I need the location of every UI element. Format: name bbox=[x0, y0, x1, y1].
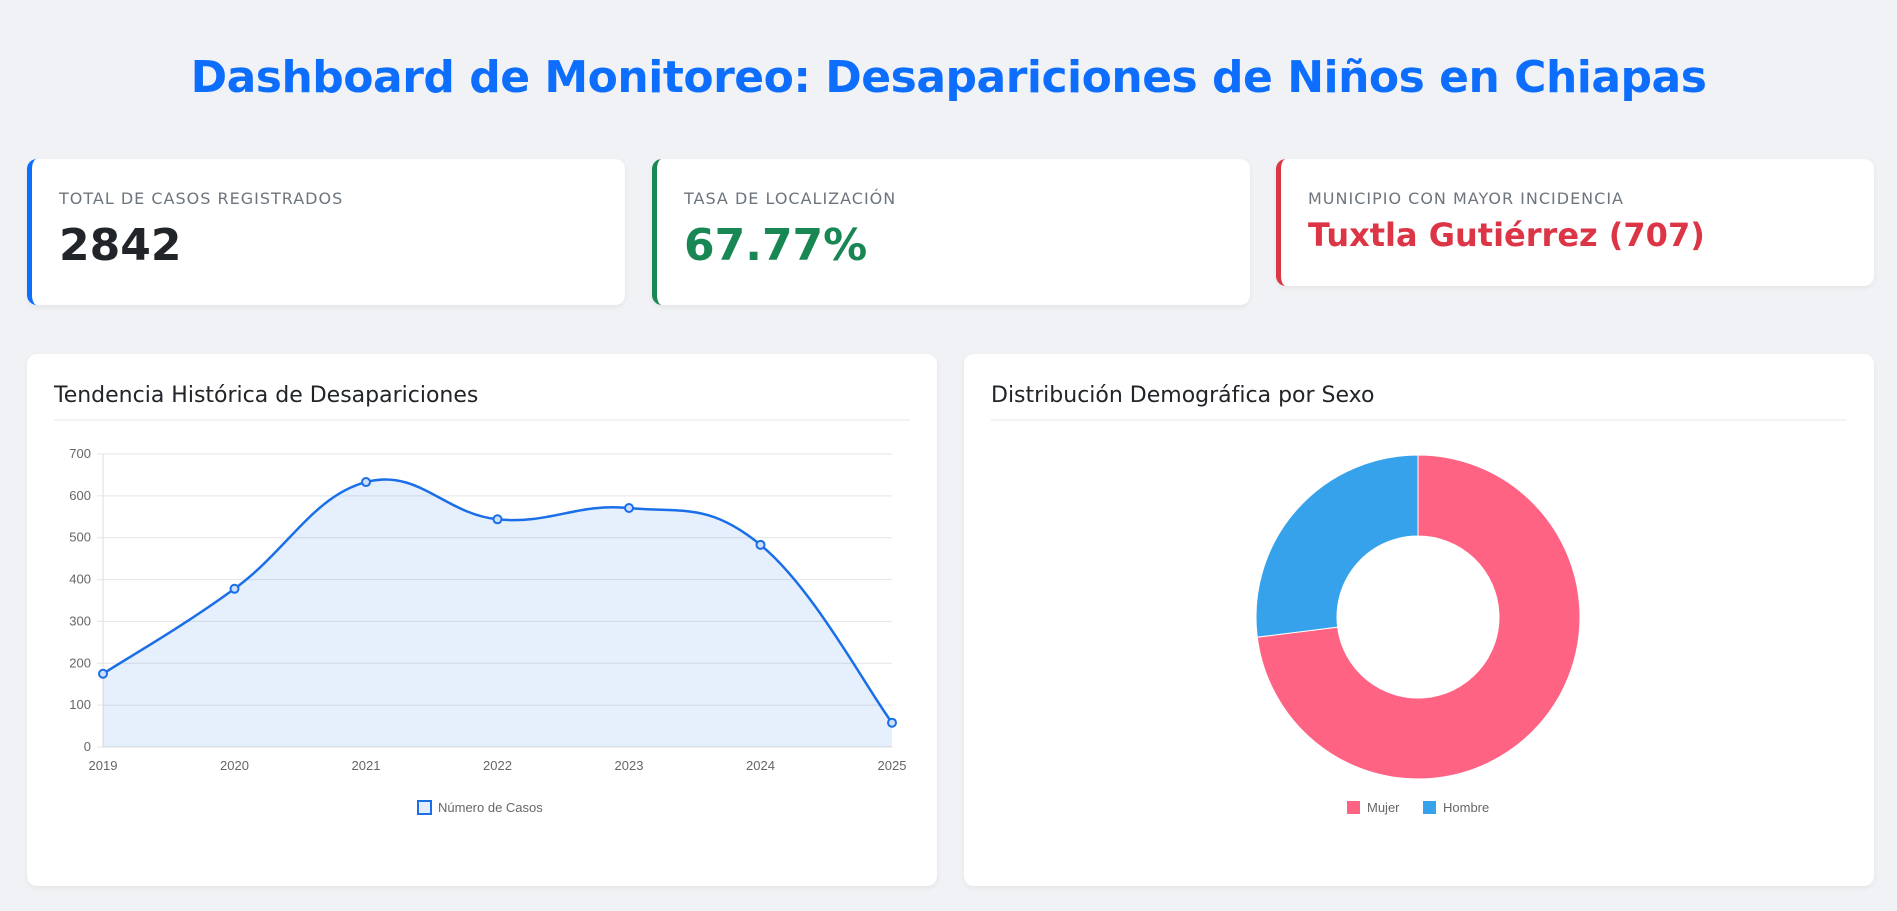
y-tick-label: 500 bbox=[69, 530, 91, 545]
chart-title: Distribución Demográfica por Sexo bbox=[991, 383, 1374, 408]
legend-swatch bbox=[1423, 801, 1436, 814]
x-tick-label: 2023 bbox=[615, 758, 644, 773]
legend-label: Número de Casos bbox=[438, 800, 543, 815]
area bbox=[103, 479, 892, 747]
chart: Distribución Demográfica por Sexo Mujer Ho… bbox=[991, 383, 1847, 815]
y-tick-label: 600 bbox=[69, 488, 91, 503]
y-tick-label: 200 bbox=[69, 655, 91, 670]
slice bbox=[1256, 454, 1581, 780]
x-tick-label: 2022 bbox=[483, 758, 512, 773]
kpi-card: TOTAL DE CASOS REGISTRADOS 2842 bbox=[27, 159, 625, 305]
kpi-value: 67.77% bbox=[684, 220, 868, 271]
point bbox=[624, 502, 634, 513]
point bbox=[361, 477, 371, 488]
point bbox=[887, 717, 897, 728]
point bbox=[98, 668, 108, 679]
x-tick-label: 2021 bbox=[352, 758, 381, 773]
legend-label: Mujer bbox=[1367, 800, 1400, 815]
kpi-label: MUNICIPIO CON MAYOR INCIDENCIA bbox=[1308, 189, 1624, 208]
y-tick-label: 400 bbox=[69, 572, 91, 587]
kpi-card: MUNICIPIO CON MAYOR INCIDENCIA Tuxtla Gu… bbox=[1276, 159, 1874, 286]
point bbox=[755, 539, 766, 550]
kpi-card: TASA DE LOCALIZACIÓN 67.77% bbox=[652, 159, 1250, 305]
legend-label: Hombre bbox=[1443, 800, 1489, 815]
kpi-label: TASA DE LOCALIZACIÓN bbox=[684, 189, 897, 208]
x-tick-label: 2019 bbox=[89, 758, 118, 773]
x-tick-label: 2024 bbox=[746, 758, 775, 773]
chart: Tendencia Histórica de Desapariciones 0 10… bbox=[53, 383, 910, 815]
kpi-value: 2842 bbox=[59, 220, 182, 271]
chart-card: Distribución Demográfica por Sexo Mujer Ho… bbox=[964, 354, 1874, 886]
point bbox=[492, 514, 503, 525]
x-tick-label: 2025 bbox=[878, 758, 907, 773]
kpi-value: Tuxtla Gutiérrez (707) bbox=[1308, 216, 1705, 254]
chart-card: Tendencia Histórica de Desapariciones 0 10… bbox=[27, 354, 937, 886]
page-title: Dashboard de Monitoreo: Desapariciones d… bbox=[190, 52, 1707, 103]
y-tick-label: 300 bbox=[69, 613, 91, 628]
legend-swatch bbox=[1347, 801, 1360, 814]
kpi-label: TOTAL DE CASOS REGISTRADOS bbox=[59, 189, 344, 208]
y-tick-label: 700 bbox=[69, 446, 91, 461]
x-tick-label: 2020 bbox=[220, 758, 249, 773]
y-tick-label: 100 bbox=[69, 697, 91, 712]
legend-swatch bbox=[417, 800, 432, 815]
chart-title: Tendencia Histórica de Desapariciones bbox=[53, 383, 478, 408]
y-tick-label: 0 bbox=[84, 739, 91, 754]
slice bbox=[1255, 454, 1419, 638]
point bbox=[229, 583, 240, 594]
